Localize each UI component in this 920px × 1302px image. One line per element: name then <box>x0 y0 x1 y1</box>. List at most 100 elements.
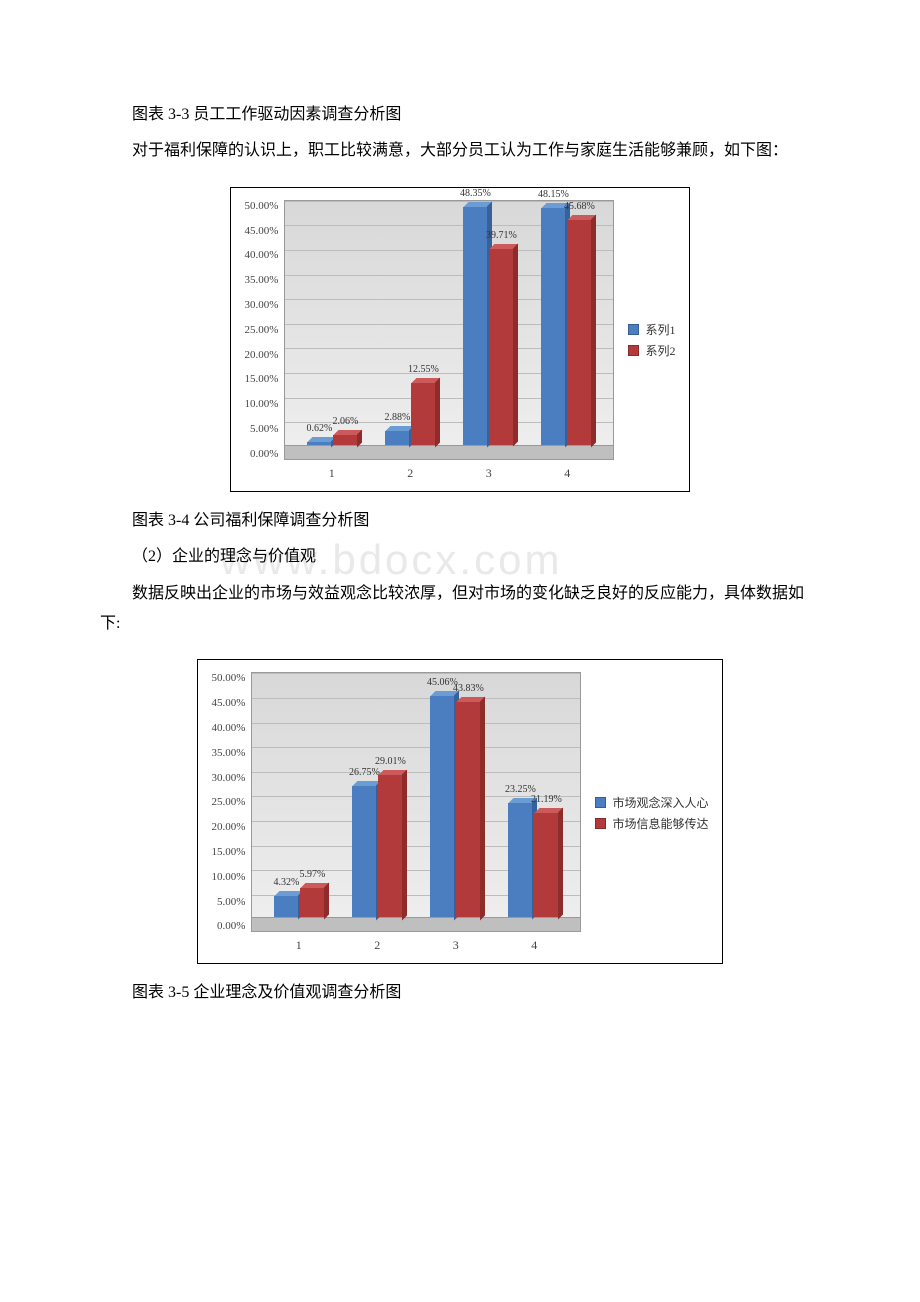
legend-item: 市场信息能够传达 <box>595 815 708 832</box>
chart-3-4-plot-area: 0.62%2.06%2.88%12.55%48.35%39.71%48.15%4… <box>284 200 614 460</box>
bar-group: 4.32%5.97% <box>274 888 324 917</box>
bar-group: 26.75%29.01% <box>352 775 402 918</box>
bar-value-label: 26.75% <box>349 767 380 778</box>
bar-group: 23.25%21.19% <box>508 803 558 917</box>
y-tick-label: 20.00% <box>212 821 246 833</box>
bar-side <box>480 696 485 920</box>
bar-front <box>463 207 487 445</box>
bar-value-label: 2.06% <box>333 416 359 427</box>
y-tick-label: 40.00% <box>212 722 246 734</box>
paragraph-values: 数据反映出企业的市场与效益观念比较浓厚，但对市场的变化缺乏良好的反应能力，具体数… <box>100 579 820 640</box>
chart-3-4-legend: 系列1系列2 <box>628 317 675 363</box>
y-tick-label: 0.00% <box>217 920 245 932</box>
chart-3-5-y-axis: 50.00%45.00%40.00%35.00%30.00%25.00%20.0… <box>212 672 252 932</box>
legend-swatch <box>595 818 606 829</box>
y-tick-label: 45.00% <box>245 225 279 237</box>
bar-front <box>300 888 324 917</box>
bar-side <box>324 882 329 919</box>
bar-value-label: 21.19% <box>531 794 562 805</box>
caption-3-4: 图表 3-4 公司福利保障调查分析图 <box>100 506 820 536</box>
bar: 26.75% <box>352 786 376 918</box>
bar-group: 2.88%12.55% <box>385 383 435 445</box>
y-tick-label: 35.00% <box>245 274 279 286</box>
bar-front <box>352 786 376 918</box>
x-tick-label: 1 <box>296 938 302 953</box>
bar: 2.88% <box>385 431 409 445</box>
bar-value-label: 5.97% <box>300 869 326 880</box>
y-tick-label: 25.00% <box>212 796 246 808</box>
bar-group: 0.62%2.06% <box>307 435 357 445</box>
y-tick-label: 35.00% <box>212 747 246 759</box>
bar: 12.55% <box>411 383 435 445</box>
x-tick-label: 2 <box>407 466 413 481</box>
bar-value-label: 48.35% <box>460 188 491 199</box>
y-tick-label: 45.00% <box>212 697 246 709</box>
y-tick-label: 40.00% <box>245 249 279 261</box>
bar-value-label: 45.68% <box>564 201 595 212</box>
bar: 0.62% <box>307 442 331 445</box>
chart-3-5-legend: 市场观念深入人心市场信息能够传达 <box>595 790 708 836</box>
bar-value-label: 43.83% <box>453 683 484 694</box>
bar: 5.97% <box>300 888 324 917</box>
y-tick-label: 50.00% <box>212 672 246 684</box>
bar-group: 48.35%39.71% <box>463 207 513 445</box>
bar: 39.71% <box>489 249 513 444</box>
chart-3-4-x-axis: 1234 <box>284 460 614 481</box>
bar: 21.19% <box>534 813 558 917</box>
x-tick-label: 4 <box>531 938 537 953</box>
chart-3-5-inner: 50.00% 45.00% 40.00% 35.00% 3 0.00% 25.00% 20.0… <box>212 672 709 953</box>
bar-side <box>558 808 563 920</box>
bar: 45.06% <box>430 696 454 918</box>
bar-value-label: 0.62% <box>307 423 333 434</box>
chart-3-4-container: 50.00%45.00%40.00%35.00%30.00%25.00%20.0… <box>100 187 820 492</box>
caption-3-5: 图表 3-5 企业理念及价值观调查分析图 <box>100 978 820 1008</box>
bar-value-label: 39.71% <box>486 230 517 241</box>
chart-3-5-plot-area: 4.32%5.97%26.75%29.01%45.06%43.83%23.25%… <box>251 672 581 932</box>
legend-item: 系列2 <box>628 342 675 359</box>
y-tick-label: 0.00% <box>250 448 278 460</box>
bar-value-label: 4.32% <box>274 877 300 888</box>
legend-label: 系列2 <box>645 342 675 359</box>
chart-3-4-plot-column: 0.62%2.06%2.88%12.55%48.35%39.71%48.15%4… <box>284 200 614 481</box>
y-tick-label: 50.00% <box>245 200 279 212</box>
bar: 48.15% <box>541 208 565 445</box>
legend-label: 系列1 <box>645 321 675 338</box>
chart-3-5-container: 50.00% 45.00% 40.00% 35.00% 3 0.00% 25.00% 20.0… <box>100 659 820 964</box>
chart-3-4-y-axis: 50.00% 45.00% 40.00% 35.00% 30.00% 25.00% 20.0… <box>245 200 285 460</box>
bar-front <box>430 696 454 918</box>
chart-3-5: 50.00% 45.00% 40.00% 35.00% 3 0.00% 25.00% 20.0… <box>197 659 724 964</box>
bar: 29.01% <box>378 775 402 918</box>
y-tick-label: 25.00% <box>245 324 279 336</box>
bar: 43.83% <box>456 702 480 918</box>
chart-3-5-plot-column: 4.32%5.97%26.75%29.01%45.06%43.83%23.25%… <box>251 672 581 953</box>
bar-front <box>378 775 402 918</box>
bar: 4.32% <box>274 896 298 917</box>
y-tick-label: 20.00% <box>245 349 279 361</box>
bar: 2.06% <box>333 435 357 445</box>
bar-front <box>411 383 435 445</box>
y-tick-label: 15.00% <box>245 373 279 385</box>
bar-front <box>541 208 565 445</box>
y-tick-label: 10.00% <box>245 398 279 410</box>
y-tick-label: 10.00% <box>212 871 246 883</box>
bar-value-label: 12.55% <box>408 364 439 375</box>
bar-front <box>508 803 532 917</box>
legend-label: 市场观念深入人心 <box>612 794 708 811</box>
x-tick-label: 3 <box>453 938 459 953</box>
legend-item: 系列1 <box>628 321 675 338</box>
bar-front <box>489 249 513 444</box>
x-tick-label: 4 <box>564 466 570 481</box>
legend-swatch <box>628 345 639 356</box>
paragraph-welfare: 对于福利保障的认识上，职工比较满意，大部分员工认为工作与家庭生活能够兼顾，如下图… <box>100 136 820 166</box>
bar-front <box>567 220 591 445</box>
legend-swatch <box>628 324 639 335</box>
x-tick-label: 3 <box>486 466 492 481</box>
y-tick-label: 5.00% <box>250 423 278 435</box>
bar: 23.25% <box>508 803 532 917</box>
bar-value-label: 48.15% <box>538 189 569 200</box>
chart-3-4-inner: 50.00%45.00%40.00%35.00%30.00%25.00%20.0… <box>245 200 676 481</box>
bar-front <box>274 896 298 917</box>
bar-side <box>513 244 518 447</box>
bar-front <box>333 435 357 445</box>
y-tick-label: 30.00% <box>245 299 279 311</box>
